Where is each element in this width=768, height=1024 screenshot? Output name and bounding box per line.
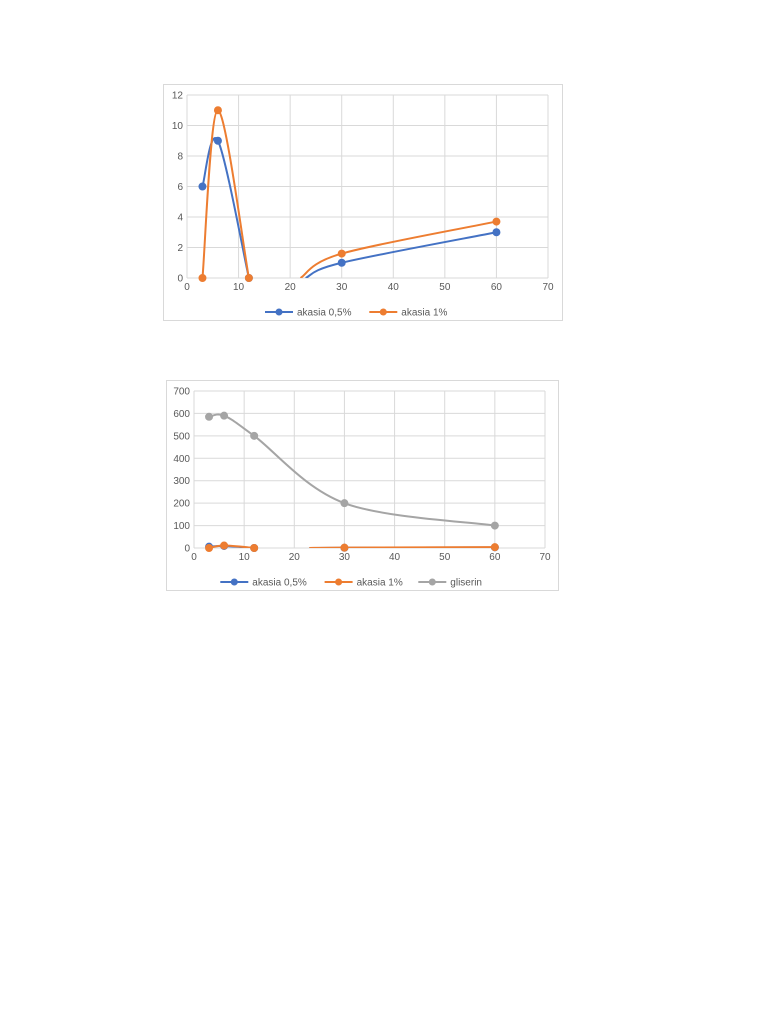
x-tick-label: 40 [388,282,400,293]
y-tick-label: 2 [177,243,183,254]
series-gliserin [205,411,499,530]
data-point [250,544,259,552]
data-point [337,258,346,267]
data-point [340,543,349,552]
y-tick-label: 500 [173,431,190,442]
series-akasia-1- [205,541,499,552]
data-point [492,228,501,237]
y-tick-label: 300 [173,476,190,487]
data-point [244,274,253,282]
y-tick-label: 6 [177,182,183,193]
data-point [490,543,499,552]
series-akasia-0-5- [198,136,501,282]
series-line [201,109,250,278]
y-tick-label: 4 [177,213,183,224]
x-tick-label: 20 [285,282,297,293]
legend-item: gliserin [418,578,482,589]
legend-label: akasia 0,5% [297,308,352,319]
legend-swatch-marker [335,578,343,586]
x-tick-label: 30 [336,282,348,293]
data-point [492,217,501,226]
x-tick-label: 0 [184,282,190,293]
series-line [305,231,497,278]
y-tick-label: 600 [173,409,190,420]
legend-label: akasia 0,5% [252,578,307,589]
x-tick-label: 10 [239,552,251,563]
x-tick-label: 60 [489,552,501,563]
legend-item: akasia 0,5% [220,578,307,589]
legend-swatch-marker [428,578,436,586]
data-point [213,106,222,115]
data-point [220,411,229,420]
data-point [205,544,214,552]
plot-area [205,411,499,552]
plot-area [198,106,501,282]
data-point [198,274,207,282]
chart-akasia-gliserin-svg: 0 100 200 300 400 500 600 700 0 10 20 30 40 50 60 70 aka… [173,387,551,589]
gridlines [186,94,549,279]
legend-label: gliserin [450,578,482,589]
y-tick-label: 10 [172,121,184,132]
x-tick-label: 30 [339,552,351,563]
data-point [337,249,346,258]
legend-label: akasia 1% [401,308,447,319]
x-tick-label: 50 [439,282,451,293]
y-tick-label: 400 [173,454,190,465]
legend: akasia 0,5% akasia 1% gliserin [220,578,482,589]
x-tick-label: 10 [233,282,245,293]
legend: akasia 0,5% akasia 1% [265,308,448,319]
chart-akasia-gliserin: 0 100 200 300 400 500 600 700 0 10 20 30 40 50 60 70 aka… [166,380,559,591]
x-tick-label: 40 [389,552,401,563]
data-point [250,431,259,440]
y-tick-label: 0 [184,544,190,555]
data-point [198,182,207,191]
x-tick-label: 60 [491,282,503,293]
legend-swatch-marker [230,578,238,586]
y-tick-label: 700 [173,387,190,398]
data-point [490,521,499,530]
legend-item: akasia 1% [324,578,403,589]
legend-label: akasia 1% [357,578,403,589]
legend-swatch-marker [379,308,387,316]
legend-swatch-marker [275,308,283,316]
chart-akasia: 0 2 4 6 8 10 12 0 10 20 30 40 50 60 70 akasia 0,5% akasi… [163,84,563,321]
x-tick-label: 50 [439,552,451,563]
data-point [213,136,222,145]
legend-item: akasia 1% [369,308,448,319]
data-point [340,499,349,508]
y-tick-label: 100 [173,521,190,532]
series-akasia-1- [198,106,501,282]
y-tick-label: 8 [177,152,183,163]
y-tick-label: 0 [177,274,183,285]
data-point [205,412,214,421]
x-tick-label: 70 [539,552,551,563]
x-tick-label: 20 [289,552,301,563]
data-point [220,541,229,550]
x-tick-label: 0 [191,552,197,563]
y-tick-label: 12 [172,91,184,102]
series-line [208,413,496,527]
x-tick-label: 70 [542,282,554,293]
legend-item: akasia 0,5% [265,308,352,319]
series-line [299,220,497,278]
y-tick-label: 200 [173,499,190,510]
series-line [309,546,495,548]
